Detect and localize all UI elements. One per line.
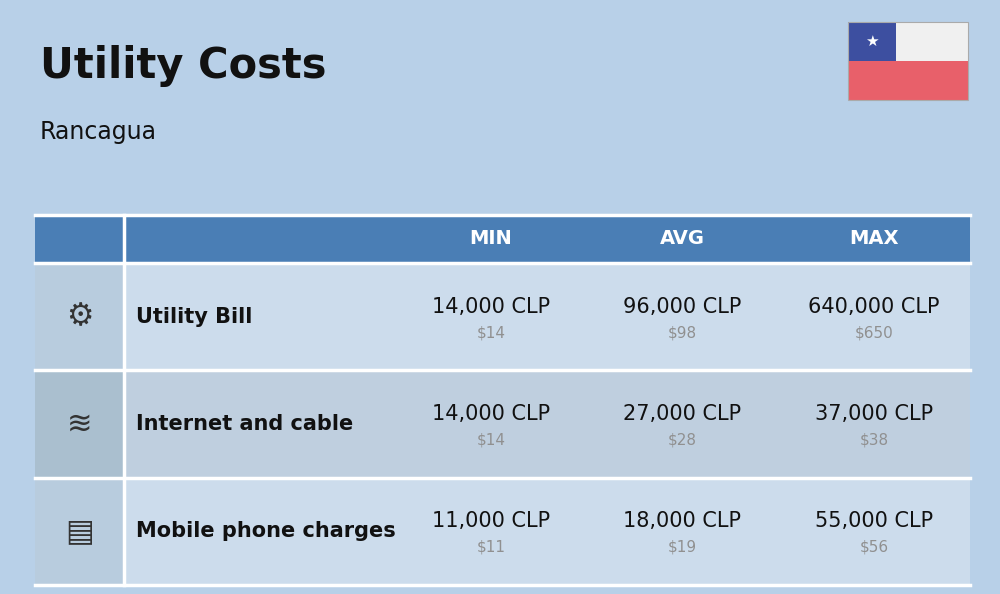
Bar xyxy=(124,370,395,478)
Bar xyxy=(848,22,896,61)
Text: 55,000 CLP: 55,000 CLP xyxy=(815,511,933,532)
Bar xyxy=(587,263,778,370)
Text: Internet and cable: Internet and cable xyxy=(136,414,353,434)
Text: $14: $14 xyxy=(476,432,505,447)
Text: $98: $98 xyxy=(668,325,697,340)
Text: Utility Costs: Utility Costs xyxy=(40,45,326,87)
Text: ⚙: ⚙ xyxy=(66,302,93,331)
Text: 37,000 CLP: 37,000 CLP xyxy=(815,404,933,424)
Bar xyxy=(35,478,124,585)
Text: 11,000 CLP: 11,000 CLP xyxy=(432,511,550,532)
Bar xyxy=(778,263,970,370)
Bar xyxy=(35,370,124,478)
Text: ★: ★ xyxy=(865,34,879,49)
Text: Rancagua: Rancagua xyxy=(40,120,157,144)
Text: $38: $38 xyxy=(860,432,889,447)
Text: $650: $650 xyxy=(855,325,894,340)
Bar xyxy=(35,263,124,370)
Text: Utility Bill: Utility Bill xyxy=(136,307,252,327)
Text: $14: $14 xyxy=(476,325,505,340)
Text: Mobile phone charges: Mobile phone charges xyxy=(136,522,396,541)
Bar xyxy=(395,370,587,478)
Text: 14,000 CLP: 14,000 CLP xyxy=(432,296,550,317)
Text: $56: $56 xyxy=(860,540,889,555)
Bar xyxy=(587,478,778,585)
Bar xyxy=(587,370,778,478)
Text: 640,000 CLP: 640,000 CLP xyxy=(808,296,940,317)
Bar xyxy=(848,22,968,100)
Text: ▤: ▤ xyxy=(65,517,94,546)
Text: $19: $19 xyxy=(668,540,697,555)
Bar xyxy=(395,263,587,370)
Text: MAX: MAX xyxy=(849,229,899,248)
Bar xyxy=(124,263,395,370)
Text: AVG: AVG xyxy=(660,229,705,248)
Bar xyxy=(778,370,970,478)
Bar xyxy=(848,22,968,61)
Text: $11: $11 xyxy=(476,540,505,555)
Text: 14,000 CLP: 14,000 CLP xyxy=(432,404,550,424)
Bar xyxy=(848,61,968,100)
Bar xyxy=(395,478,587,585)
Text: ≋: ≋ xyxy=(67,409,92,438)
Text: 18,000 CLP: 18,000 CLP xyxy=(623,511,741,532)
Text: MIN: MIN xyxy=(469,229,512,248)
Bar xyxy=(124,478,395,585)
Text: 27,000 CLP: 27,000 CLP xyxy=(623,404,742,424)
Bar xyxy=(35,215,970,263)
Text: 96,000 CLP: 96,000 CLP xyxy=(623,296,742,317)
Bar xyxy=(778,478,970,585)
Text: $28: $28 xyxy=(668,432,697,447)
